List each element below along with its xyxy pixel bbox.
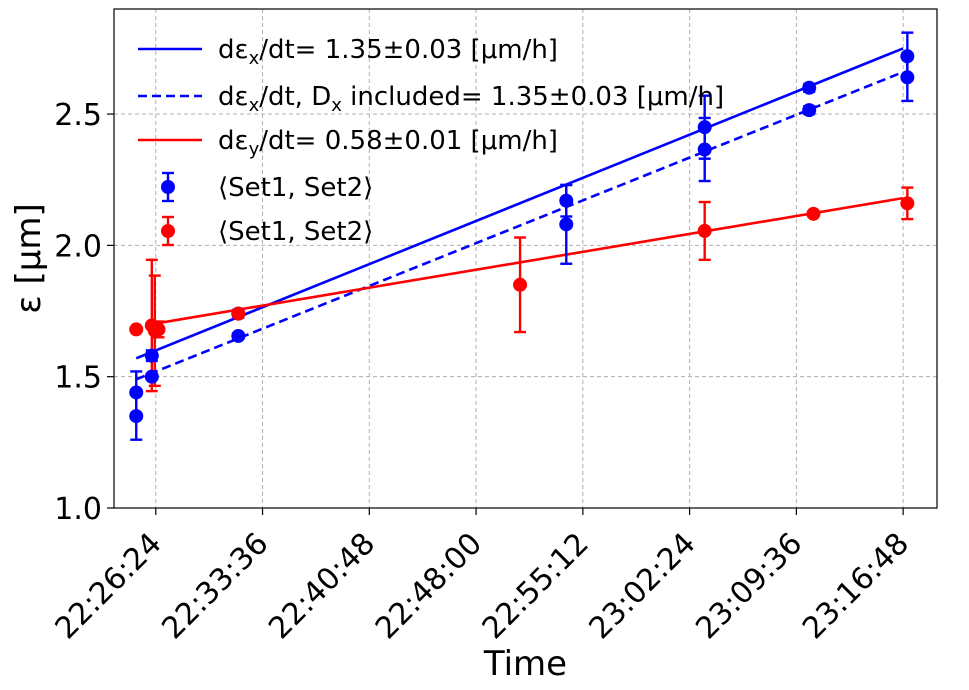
data-point bbox=[802, 80, 817, 95]
data-point bbox=[144, 369, 159, 384]
data-point bbox=[900, 70, 915, 85]
y-tick-label: 1.0 bbox=[54, 492, 102, 527]
legend-marker bbox=[161, 180, 175, 194]
legend-text-part: dε bbox=[218, 35, 249, 65]
plot-frame bbox=[113, 8, 938, 509]
legend-text-part: included= 1.35±0.03 [μm/h] bbox=[342, 82, 724, 112]
data-point bbox=[144, 348, 159, 363]
data-point bbox=[802, 103, 817, 118]
data-point bbox=[129, 409, 144, 424]
data-point bbox=[231, 328, 246, 343]
x-tick-label: 23:09:36 bbox=[689, 526, 809, 646]
grid-layer bbox=[114, 9, 937, 508]
x-tick-label: 23:16:48 bbox=[796, 526, 916, 646]
legend-fit-label-1: dεx/dt, Dx included= 1.35±0.03 [μm/h] bbox=[218, 82, 724, 116]
fit-lines bbox=[135, 47, 904, 381]
data-point bbox=[513, 277, 528, 292]
x-tick-label: 22:48:00 bbox=[369, 526, 489, 646]
x-tick-label: 22:40:48 bbox=[262, 526, 382, 646]
legend: dεx/dt= 1.35±0.03 [μm/h]dεx/dt, Dx inclu… bbox=[138, 35, 724, 247]
legend-text-part: /dt= 0.58±0.01 [μm/h] bbox=[259, 126, 558, 156]
legend-fit-label-2: dεy/dt= 0.58±0.01 [μm/h] bbox=[218, 126, 558, 160]
data-point bbox=[559, 193, 574, 208]
legend-marker bbox=[161, 224, 175, 238]
legend-text-part: dε bbox=[218, 126, 249, 156]
axis-ticks: 22:26:2422:33:3622:40:4822:48:0022:55:12… bbox=[49, 98, 916, 646]
data-point bbox=[697, 223, 712, 238]
data-point bbox=[697, 142, 712, 157]
data-point bbox=[900, 49, 915, 64]
legend-fit-label-0: dεx/dt= 1.35±0.03 [μm/h] bbox=[218, 35, 558, 69]
data-point bbox=[129, 385, 144, 400]
legend-text-part: /dt, D bbox=[259, 82, 331, 112]
legend-text-part: /dt= 1.35±0.03 [μm/h] bbox=[259, 35, 558, 65]
fit-line-0 bbox=[135, 47, 904, 360]
data-point bbox=[231, 306, 246, 321]
x-tick-label: 22:33:36 bbox=[155, 526, 275, 646]
x-axis-label: Time bbox=[483, 644, 567, 684]
legend-text-part: x bbox=[331, 95, 342, 116]
data-point bbox=[129, 322, 144, 337]
fit-line-1 bbox=[135, 70, 904, 381]
data-point bbox=[151, 322, 166, 337]
data-point bbox=[559, 217, 574, 232]
x-tick-label: 22:55:12 bbox=[476, 526, 596, 646]
legend-text-part: x bbox=[249, 95, 260, 116]
legend-text-part: y bbox=[249, 139, 260, 160]
x-tick-label: 23:02:24 bbox=[583, 526, 703, 646]
fit-line-2 bbox=[151, 196, 904, 326]
y-tick-label: 2.0 bbox=[54, 229, 102, 264]
y-tick-label: 1.5 bbox=[54, 361, 102, 396]
data-markers bbox=[129, 49, 915, 424]
legend-series-label-0: ⟨Set1, Set2⟩ bbox=[218, 173, 373, 203]
data-point bbox=[697, 120, 712, 135]
x-tick-label: 22:26:24 bbox=[49, 526, 169, 646]
legend-series-label-1: ⟨Set1, Set2⟩ bbox=[218, 217, 373, 247]
y-tick-label: 2.5 bbox=[54, 98, 102, 133]
data-point bbox=[900, 196, 915, 211]
legend-text-part: x bbox=[249, 48, 260, 69]
y-axis-label: ε [μm] bbox=[9, 203, 49, 313]
legend-text-part: dε bbox=[218, 82, 249, 112]
data-point bbox=[806, 206, 821, 221]
